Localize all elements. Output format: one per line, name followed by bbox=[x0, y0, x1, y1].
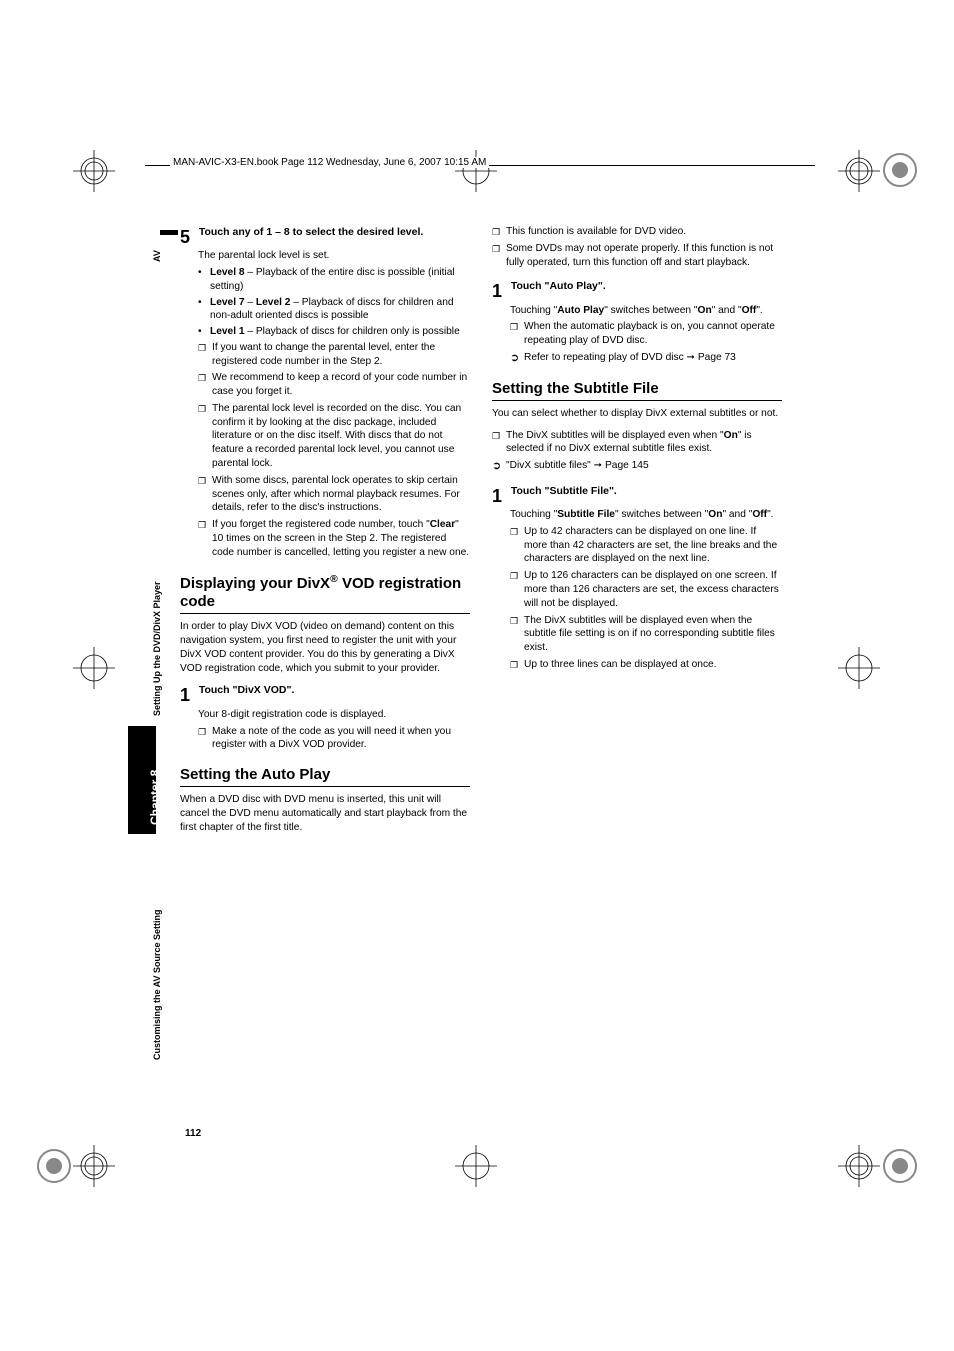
note-item: ❐The DivX subtitles will be displayed ev… bbox=[492, 429, 782, 457]
ref-text: Refer to repeating play of DVD disc ➞ Pa… bbox=[524, 351, 782, 366]
left-column: 5 Touch any of 1 – 8 to select the desir… bbox=[180, 225, 470, 842]
note-item: ❐Up to 126 characters can be displayed o… bbox=[510, 569, 782, 610]
step-heading: Touch any of 1 – 8 to select the desired… bbox=[199, 225, 459, 239]
reg-mark-mr bbox=[838, 647, 880, 689]
note-text: The DivX subtitles will be displayed eve… bbox=[506, 430, 724, 441]
note-item: ❐Some DVDs may not operate properly. If … bbox=[492, 242, 782, 270]
heading-autoplay: Setting the Auto Play bbox=[180, 766, 470, 787]
note-text: The parental lock level is recorded on t… bbox=[212, 402, 470, 471]
clear-label: Clear bbox=[430, 519, 455, 530]
step-intro: Touching "Subtitle File" switches betwee… bbox=[510, 508, 782, 522]
step-intro: Your 8-digit registration code is displa… bbox=[198, 708, 470, 722]
header-text: MAN-AVIC-X3-EN.book Page 112 Wednesday, … bbox=[170, 157, 489, 168]
subtitle-intro: You can select whether to display DivX e… bbox=[492, 407, 782, 421]
level-label: Level 8 bbox=[210, 267, 245, 278]
note-text: Up to 42 characters can be displayed on … bbox=[524, 525, 782, 566]
bullet-item: • Level 1 – Playback of discs for childr… bbox=[198, 325, 470, 339]
note-item: ❐With some discs, parental lock operates… bbox=[198, 474, 470, 515]
note-text: With some discs, parental lock operates … bbox=[212, 474, 470, 515]
step-heading: Touch "DivX VOD". bbox=[199, 683, 459, 697]
level-label: Level 7 bbox=[210, 297, 245, 308]
ref-item: ➲Refer to repeating play of DVD disc ➞ P… bbox=[510, 351, 782, 366]
reg-mark-bl bbox=[73, 1145, 115, 1187]
note-item: ❐This function is available for DVD vide… bbox=[492, 225, 782, 239]
ref-text: "DivX subtitle files" ➞ Page 145 bbox=[506, 459, 782, 474]
bullet-text: – Playback of discs for children only is… bbox=[245, 326, 460, 337]
reg-mark-bc bbox=[455, 1145, 497, 1187]
note-item: ❐Up to three lines can be displayed at o… bbox=[510, 658, 782, 672]
note-text: Some DVDs may not operate properly. If t… bbox=[506, 242, 782, 270]
note-item: ❐The DivX subtitles will be displayed ev… bbox=[510, 614, 782, 655]
step-heading: Touch "Subtitle File". bbox=[511, 484, 771, 498]
note-text: If you want to change the parental level… bbox=[212, 341, 470, 369]
page-content: 5 Touch any of 1 – 8 to select the desir… bbox=[130, 225, 830, 842]
note-item: ❐Up to 42 characters can be displayed on… bbox=[510, 525, 782, 566]
level-label: Level 2 bbox=[256, 297, 291, 308]
reg-mark-tl bbox=[73, 150, 115, 192]
note-item: ❐The parental lock level is recorded on … bbox=[198, 402, 470, 471]
page-number: 112 bbox=[185, 1128, 201, 1139]
bullet-text: – Playback of the entire disc is possibl… bbox=[210, 267, 455, 292]
divx-intro: In order to play DivX VOD (video on dema… bbox=[180, 620, 470, 675]
note-text: Up to three lines can be displayed at on… bbox=[524, 658, 782, 672]
right-column: ❐This function is available for DVD vide… bbox=[492, 225, 782, 842]
bullet-item: • Level 7 – Level 2 – Playback of discs … bbox=[198, 296, 470, 324]
side-label-custom: Customising the AV Source Setting bbox=[152, 909, 162, 1060]
reg-mark-br bbox=[838, 1145, 880, 1187]
autoplay-intro: When a DVD disc with DVD menu is inserte… bbox=[180, 793, 470, 834]
note-item: ❐When the automatic playback is on, you … bbox=[510, 320, 782, 348]
step-5: 5 Touch any of 1 – 8 to select the desir… bbox=[180, 225, 470, 559]
reg-mark-ml bbox=[73, 647, 115, 689]
step-number: 1 bbox=[492, 484, 508, 508]
note-text: We recommend to keep a record of your co… bbox=[212, 371, 470, 399]
step-heading: Touch "Auto Play". bbox=[511, 279, 771, 293]
bullet-text: – bbox=[245, 297, 256, 308]
note-text: When the automatic playback is on, you c… bbox=[524, 320, 782, 348]
note-item: ❐Make a note of the code as you will nee… bbox=[198, 725, 470, 753]
step-number: 1 bbox=[492, 279, 508, 303]
reg-mark-tr bbox=[838, 150, 880, 192]
bullet-item: • Level 8 – Playback of the entire disc … bbox=[198, 266, 470, 294]
step-number: 5 bbox=[180, 225, 196, 249]
level-label: Level 1 bbox=[210, 326, 245, 337]
ref-item: ➲"DivX subtitle files" ➞ Page 145 bbox=[492, 459, 782, 474]
step-1-divx: 1 Touch "DivX VOD". Your 8-digit registr… bbox=[180, 683, 470, 752]
step-number: 1 bbox=[180, 683, 196, 707]
step-intro: The parental lock level is set. bbox=[198, 249, 470, 263]
step-intro: Touching "Auto Play" switches between "O… bbox=[510, 304, 782, 318]
step-1-autoplay: 1 Touch "Auto Play". Touching "Auto Play… bbox=[492, 279, 782, 365]
color-dot-br bbox=[882, 1148, 918, 1184]
note-text: The DivX subtitles will be displayed eve… bbox=[524, 614, 782, 655]
heading-divx-vod: Displaying your DivX® VOD registration c… bbox=[180, 573, 470, 614]
color-dot-tr bbox=[882, 152, 918, 188]
note-text: Make a note of the code as you will need… bbox=[212, 725, 470, 753]
note-text: This function is available for DVD video… bbox=[506, 225, 782, 239]
note-text: If you forget the registered code number… bbox=[212, 519, 430, 530]
note-item: ❐If you forget the registered code numbe… bbox=[198, 518, 470, 559]
step-1-subtitle: 1 Touch "Subtitle File". Touching "Subti… bbox=[492, 484, 782, 672]
color-dot-bl bbox=[36, 1148, 72, 1184]
note-text: Up to 126 characters can be displayed on… bbox=[524, 569, 782, 610]
heading-subtitle: Setting the Subtitle File bbox=[492, 380, 782, 401]
note-item: ❐If you want to change the parental leve… bbox=[198, 341, 470, 369]
note-item: ❐We recommend to keep a record of your c… bbox=[198, 371, 470, 399]
on-label: On bbox=[724, 430, 738, 441]
